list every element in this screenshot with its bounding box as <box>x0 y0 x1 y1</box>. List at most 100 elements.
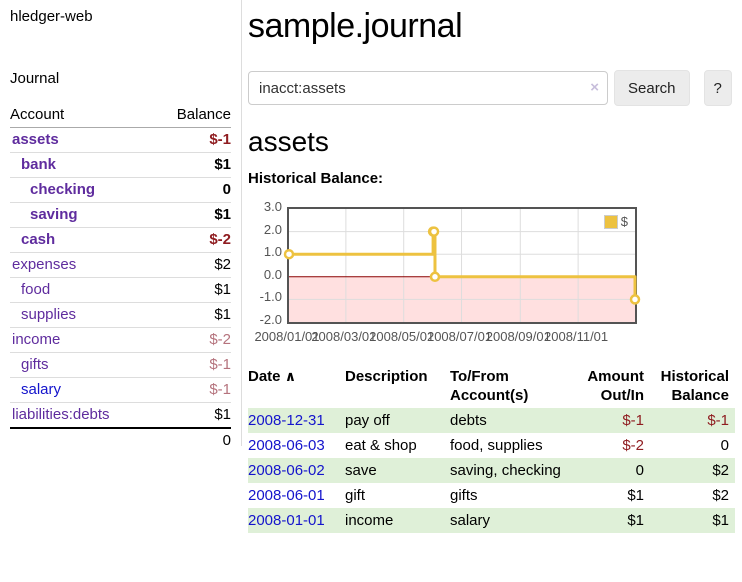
account-balance: $-1 <box>209 381 231 398</box>
register-date-link[interactable]: 2008-12-31 <box>248 412 325 429</box>
register-accounts: debts <box>450 412 487 429</box>
account-balance: $1 <box>214 406 231 423</box>
account-row: checking 0 <box>10 177 231 203</box>
chart-x-tick-label: 2008/05/01 <box>369 329 435 344</box>
register-accounts: gifts <box>450 487 478 504</box>
register-description: income <box>345 512 394 529</box>
register-accounts: salary <box>450 512 491 529</box>
accounts-header-balance: Balance <box>153 102 231 128</box>
register-accounts: food, supplies <box>450 437 543 454</box>
accounts-header-account: Account <box>10 102 154 128</box>
chart-x-tick-label: 2008/07/01 <box>426 329 493 344</box>
account-row: gifts $-1 <box>10 352 231 378</box>
accounts-table: Account Balance assets $-1 bank $1 checking 0… <box>10 102 231 453</box>
account-row: income $-2 <box>10 327 231 353</box>
sort-ascending-icon: ∧ <box>284 368 297 384</box>
account-row: expenses $2 <box>10 252 231 278</box>
accounts-total-value: 0 <box>153 427 231 453</box>
register-row: 2008-06-01 gift gifts $1 $2 <box>248 483 735 508</box>
register-amount: $-1 <box>622 412 644 429</box>
search-form: × Search ? <box>248 70 738 106</box>
account-row: food $1 <box>10 277 231 303</box>
register-date-link[interactable]: 2008-06-01 <box>248 487 325 504</box>
register-amount: 0 <box>635 462 644 479</box>
clear-search-icon[interactable]: × <box>590 79 599 96</box>
sidebar-account-link[interactable]: checking <box>30 181 96 198</box>
register-amount: $-2 <box>622 437 644 454</box>
account-balance: 0 <box>222 181 231 198</box>
account-balance: $2 <box>214 256 231 273</box>
register-row: 2008-12-31 pay off debts $-1 $-1 <box>248 408 735 433</box>
search-input[interactable] <box>248 71 608 105</box>
account-balance: $1 <box>214 306 231 323</box>
register-description: gift <box>345 487 366 504</box>
chart-y-tick-label: -2.0 <box>259 312 282 327</box>
accounts-table-header-row: Account Balance <box>10 102 231 128</box>
register-header-row: Date ∧ Description To/From Account(s) Am… <box>248 364 735 408</box>
sidebar-account-link[interactable]: liabilities:debts <box>12 406 110 423</box>
register-amount: $1 <box>627 512 644 529</box>
sidebar-account-link[interactable]: supplies <box>21 306 77 323</box>
register-date-link[interactable]: 2008-06-03 <box>248 437 325 454</box>
account-row: liabilities:debts $1 <box>10 402 231 429</box>
chart-y-tick-label: 3.0 <box>263 199 282 214</box>
register-header-description: Description <box>345 368 428 385</box>
sidebar-account-link[interactable]: salary <box>21 381 62 398</box>
chart-y-tick-label: 1.0 <box>263 244 282 260</box>
chart-y-tick-label: 0.0 <box>263 266 282 282</box>
sidebar-account-link[interactable]: expenses <box>12 256 77 273</box>
register-header-date-label: Date <box>248 368 281 385</box>
register-header-amount: Amount Out/In <box>587 368 644 404</box>
chart-x-tick-label: 2008/03/01 <box>311 329 377 344</box>
register-balance: $-1 <box>707 412 729 429</box>
register-description: pay off <box>345 412 390 429</box>
register-row: 2008-06-02 save saving, checking 0 $2 <box>248 458 735 483</box>
accounts-total-row: 0 <box>10 427 231 453</box>
register-balance: 0 <box>720 437 729 454</box>
sidebar-account-link[interactable]: saving <box>30 206 78 223</box>
chart-legend: $ <box>603 214 628 229</box>
account-row: salary $-1 <box>10 377 231 403</box>
account-balance: $-2 <box>209 231 231 248</box>
account-balance: $-1 <box>209 131 231 148</box>
register-row: 2008-06-03 eat & shop food, supplies $-2 0 <box>248 433 735 458</box>
register-header-balance: Historical Balance <box>660 368 729 404</box>
register-description: save <box>345 462 377 479</box>
app-title-link[interactable]: hledger-web <box>10 8 93 25</box>
register-date-link[interactable]: 2008-01-01 <box>248 512 325 529</box>
chart-plot-area: $ <box>283 207 641 324</box>
register-header-date[interactable]: Date ∧ <box>248 364 345 408</box>
register-description: eat & shop <box>345 437 417 454</box>
account-balance: $-1 <box>209 356 231 373</box>
chart-y-tick-label: 2.0 <box>263 221 282 237</box>
search-help-button[interactable]: ? <box>703 70 732 106</box>
register-date-link[interactable]: 2008-06-02 <box>248 462 325 479</box>
sidebar-account-link[interactable]: gifts <box>21 356 49 373</box>
account-row: saving $1 <box>10 202 231 228</box>
journal-link[interactable]: Journal <box>10 70 60 87</box>
legend-label: $ <box>620 214 628 229</box>
register-accounts: saving, checking <box>450 462 561 479</box>
register-table: Date ∧ Description To/From Account(s) Am… <box>248 364 735 533</box>
historical-balance-chart: 3.0 2.0 1.0 0.0 -1.0 -2.0 2008/01/01 2008/03/01… <box>248 198 738 346</box>
register-row: 2008-01-01 income salary $1 $1 <box>248 508 735 533</box>
account-row: bank $1 <box>10 152 231 178</box>
sidebar-account-link[interactable]: bank <box>21 156 57 173</box>
register-header-accounts: To/From Account(s) <box>450 368 529 404</box>
account-balance: $1 <box>214 206 231 223</box>
account-row: cash $-2 <box>10 227 231 253</box>
sidebar-account-link[interactable]: income <box>12 331 61 348</box>
sidebar-account-link[interactable]: cash <box>21 231 56 248</box>
account-heading: assets <box>248 126 329 157</box>
account-balance: $1 <box>214 281 231 298</box>
sidebar-account-link[interactable]: food <box>21 281 51 298</box>
register-balance: $2 <box>712 462 729 479</box>
sidebar-account-link[interactable]: assets <box>12 131 59 148</box>
main-content: sample.journal × Search ? assets Histori… <box>248 0 738 533</box>
chart-x-tick-label: 2008/09/01 <box>485 329 551 344</box>
register-balance: $2 <box>712 487 729 504</box>
register-balance: $1 <box>712 512 729 529</box>
chart-title: Historical Balance: <box>248 170 384 187</box>
search-button[interactable]: Search <box>614 70 690 106</box>
account-balance: $1 <box>214 156 231 173</box>
